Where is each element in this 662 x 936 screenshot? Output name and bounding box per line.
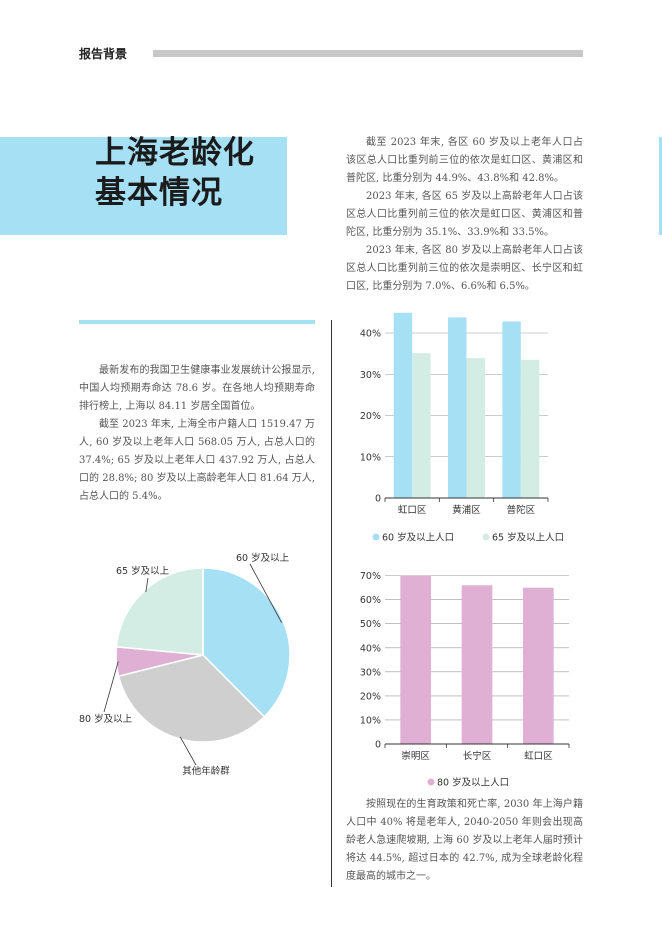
intro-text: 截至 2023 年末, 各区 60 岁及以上老年人口占该区总人口比重列前三位的依… xyxy=(346,134,583,296)
y-tick-label: 0 xyxy=(375,740,381,751)
bar xyxy=(448,317,467,498)
pie-slice-label: 80 岁及以上 xyxy=(79,713,133,725)
age-60-65-bar-chart: 0 10% 20% 30% 40% 虹口区 黄浦区 普陀区 60 岁及以上人口 65 岁及以上人口 xyxy=(360,312,564,544)
x-tick-label: 普陀区 xyxy=(507,504,536,516)
left-text: 最新发布的我国卫生健康事业发展统计公报显示, 中国人均预期寿命达 78.6 岁。… xyxy=(79,362,315,506)
pie-leader-line xyxy=(103,661,119,713)
left-accent-bar xyxy=(79,320,315,324)
title-background xyxy=(0,137,287,235)
pie-leader-line xyxy=(145,577,149,593)
x-tick-label: 黄浦区 xyxy=(452,504,481,516)
pie-slice xyxy=(115,567,204,656)
y-tick-label: 40% xyxy=(360,643,381,654)
section-label: 报告背景 xyxy=(79,47,128,61)
y-tick-label: 70% xyxy=(360,571,381,582)
age-80-bar-chart: 0 10% 20% 30% 40% 50% 60% 70% 崇明区 长宁区 虹口区 80 岁及以上人口 xyxy=(360,571,570,789)
x-tick-label: 虹口区 xyxy=(398,505,427,516)
title-line-1: 上海老龄化 xyxy=(95,135,255,171)
y-tick-label: 30% xyxy=(360,667,381,678)
pie-leader-line xyxy=(249,563,282,623)
y-tick-label: 10% xyxy=(360,715,381,726)
legend-marker xyxy=(427,778,435,786)
bottom-text: 按照现在的生育政策和死亡率, 2030 年上海户籍人口中 40% 将是老年人, … xyxy=(346,796,583,886)
header-rule xyxy=(153,50,583,57)
y-tick-label: 40% xyxy=(360,329,381,340)
bar xyxy=(502,321,521,498)
bar xyxy=(461,585,493,744)
x-tick-label: 虹口区 xyxy=(524,751,553,762)
pie-slice xyxy=(117,654,266,743)
bar xyxy=(393,312,413,498)
intro-paragraph: 2023 年末, 各区 80 岁及以上高龄老年人口占该区总人口比重列前三位的依次… xyxy=(346,245,583,292)
x-tick-label: 长宁区 xyxy=(463,750,492,762)
y-tick-label: 0 xyxy=(375,494,381,505)
bar xyxy=(412,353,431,498)
left-paragraph: 最新发布的我国卫生健康事业发展统计公报显示, 中国人均预期寿命达 78.6 岁。… xyxy=(79,365,315,412)
y-tick-label: 30% xyxy=(360,370,381,381)
x-tick-label: 崇明区 xyxy=(401,751,430,762)
page-title: 上海老龄化 基本情况 xyxy=(95,133,255,213)
y-tick-label: 20% xyxy=(360,411,381,422)
y-tick-label: 20% xyxy=(360,691,381,702)
bar xyxy=(466,358,485,498)
legend-label: 65 岁及以上人口 xyxy=(492,532,564,544)
pie-slice-label: 65 岁及以上 xyxy=(116,565,170,577)
legend-marker xyxy=(372,533,380,541)
bar xyxy=(520,359,540,498)
pie-slice xyxy=(202,567,291,718)
legend-label: 80 岁及以上人口 xyxy=(437,777,509,789)
pie-slice-label: 60 岁及以上 xyxy=(236,552,290,564)
y-tick-label: 60% xyxy=(360,595,381,606)
column-divider xyxy=(331,320,332,887)
bar xyxy=(400,575,431,744)
pie-slice-label: 其他年龄群 xyxy=(182,765,230,777)
y-tick-label: 50% xyxy=(360,619,381,630)
intro-paragraph: 2023 年末, 各区 65 岁及以上高龄老年人口占该区总人口比重列前三位的依次… xyxy=(346,191,583,238)
pie-leader-line xyxy=(179,736,197,766)
edge-marker xyxy=(659,137,662,235)
y-tick-label: 10% xyxy=(360,452,381,463)
intro-paragraph: 截至 2023 年末, 各区 60 岁及以上老年人口占该区总人口比重列前三位的依… xyxy=(346,137,583,184)
bottom-paragraph: 按照现在的生育政策和死亡率, 2030 年上海户籍人口中 40% 将是老年人, … xyxy=(346,799,583,882)
left-paragraph: 截至 2023 年末, 上海全市户籍人口 1519.47 万人, 60 岁及以上… xyxy=(79,419,315,502)
legend-label: 60 岁及以上人口 xyxy=(382,532,454,544)
bar xyxy=(523,587,554,744)
legend-marker xyxy=(482,533,490,541)
title-line-2: 基本情况 xyxy=(95,175,223,211)
